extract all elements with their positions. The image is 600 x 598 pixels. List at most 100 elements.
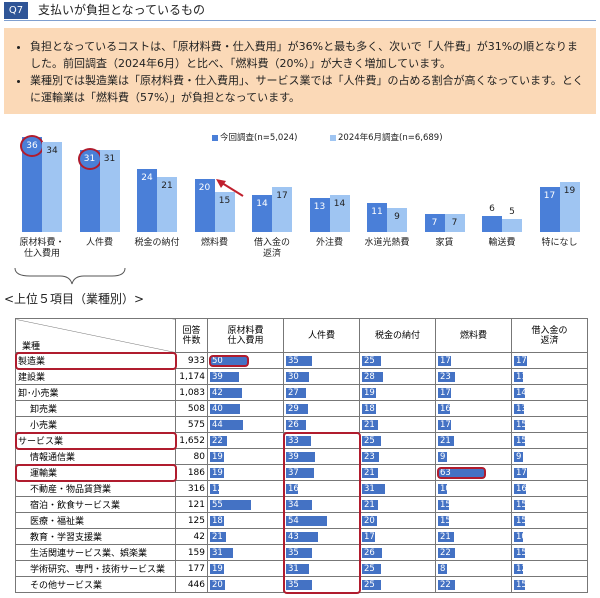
value-label: 24 (141, 172, 153, 183)
value-cell: 15 (511, 512, 588, 529)
bar (559, 181, 580, 232)
cell-bar: 17 (514, 356, 527, 366)
value-cell: 17 (435, 384, 512, 401)
summary-list: 負担となっているコストは、「原材料費・仕入費用」が36%と最も多く、次いで「人件… (14, 38, 586, 106)
cell-bar: 43 (286, 532, 319, 542)
value-cell: 15 (511, 416, 588, 433)
brace (14, 267, 126, 285)
value-cell: 16 (511, 480, 588, 497)
cell-bar: 25 (362, 436, 381, 446)
cell-bar: 21 (362, 500, 378, 510)
cell-bar: 17 (438, 388, 451, 398)
value-cell: 19 (207, 448, 284, 465)
cell-bar: 42 (210, 388, 242, 398)
value-cell: 42 (207, 384, 284, 401)
cell-bar: 15 (514, 500, 527, 510)
value-cell: 15 (435, 512, 512, 529)
industry-name: 宿泊・飲食サービス業 (15, 496, 176, 513)
value-cell: 21 (359, 416, 436, 433)
response-count: 575 (175, 416, 208, 433)
cell-bar: 39 (210, 372, 240, 382)
value-cell: 14 (511, 384, 588, 401)
cell-bar: 21 (438, 436, 454, 446)
bar (194, 179, 215, 232)
cell-bar: 35 (286, 356, 313, 366)
value-cell: 10 (511, 528, 588, 545)
value-cell: 20 (207, 576, 284, 593)
value-cell: 20 (359, 512, 436, 529)
value-cell: 22 (435, 576, 512, 593)
value-label: 14 (333, 199, 346, 210)
category-label: 水道光熱費 (364, 238, 410, 248)
category-label: 燃料費 (200, 238, 228, 248)
bar (157, 176, 177, 232)
cell-bar: 21 (362, 420, 378, 430)
cell-bar: 15 (514, 580, 527, 590)
value-cell: 35 (283, 352, 360, 369)
arrow-head (216, 179, 226, 188)
response-count: 1,083 (175, 384, 208, 401)
cell-bar: 26 (362, 548, 382, 558)
table-row: 建設業 1,174 39 30 28 23 11 (15, 368, 588, 385)
value-cell: 39 (207, 368, 284, 385)
cell-bar: 18 (362, 404, 376, 414)
category-label: 人件費 (85, 238, 113, 248)
cell-bar: 20 (210, 580, 225, 590)
bar (137, 168, 157, 232)
value-label: 21 (161, 180, 173, 191)
response-count: 446 (175, 576, 208, 593)
cell-bar: 50 (210, 356, 248, 366)
value-cell: 18 (207, 512, 284, 529)
cell-bar: 9 (514, 452, 523, 462)
cell-bar: 22 (438, 580, 455, 590)
value-label: 9 (394, 212, 400, 223)
highlight-box (14, 351, 177, 370)
response-count: 177 (175, 560, 208, 577)
legend-label: 2024年6月調査(n=6,689) (338, 133, 443, 143)
industry-name: 小売業 (15, 416, 176, 433)
chart: 原材料費・ 仕入費用 36 34 人件費 31 31 税金の納付 24 21 燃料費 20 15 借入金… (0, 0, 600, 290)
value-cell: 25 (359, 560, 436, 577)
header-cell: 業種 (15, 318, 176, 353)
value-label: 5 (509, 206, 515, 217)
header-cell: 税金の納付 (359, 318, 436, 353)
cell-bar: 25 (362, 356, 381, 366)
value-cell: 15 (511, 432, 588, 449)
value-cell: 10 (435, 480, 512, 497)
value-cell: 40 (207, 400, 284, 417)
category-label: 外注費 (315, 238, 343, 248)
cell-bar: 16 (438, 404, 451, 414)
bar (252, 195, 272, 232)
value-cell: 15 (435, 496, 512, 513)
table-row: 運輸業 186 19 37 21 63 17 (15, 464, 588, 481)
value-cell: 22 (435, 544, 512, 561)
bar (42, 142, 62, 232)
response-count: 80 (175, 448, 208, 465)
arrow (221, 182, 244, 197)
value-cell: 23 (435, 368, 512, 385)
cell-bar: 23 (362, 452, 380, 462)
cell-bar: 11 (514, 372, 527, 382)
value-cell: 8 (435, 560, 512, 577)
value-cell: 19 (207, 560, 284, 577)
value-cell: 17 (359, 528, 436, 545)
legend-swatch (330, 135, 336, 141)
cell-bar: 18 (210, 516, 224, 526)
value-cell: 17 (511, 464, 588, 481)
cell-bar: 54 (286, 516, 327, 526)
value-cell: 19 (207, 464, 284, 481)
cell-bar: 28 (362, 372, 383, 382)
page-title: 支払いが負担となっているもの (38, 3, 206, 17)
response-count: 42 (175, 528, 208, 545)
value-label: 31 (103, 154, 116, 165)
cell-bar: 15 (514, 420, 527, 430)
value-cell: 16 (435, 400, 512, 417)
value-cell: 15 (511, 576, 588, 593)
header-row: 業種 回答 件数 原材料費 仕入費用 人件費 税金の納付 燃料費 借入金の 返済 (15, 318, 588, 353)
cell-bar: 10 (514, 532, 527, 542)
table-row: 製造業 933 50 35 25 17 17 (15, 352, 588, 369)
value-cell: 15 (511, 496, 588, 513)
industry-name: 情報通信業 (15, 448, 176, 465)
highlight-box (209, 355, 249, 367)
value-cell: 21 (435, 528, 512, 545)
